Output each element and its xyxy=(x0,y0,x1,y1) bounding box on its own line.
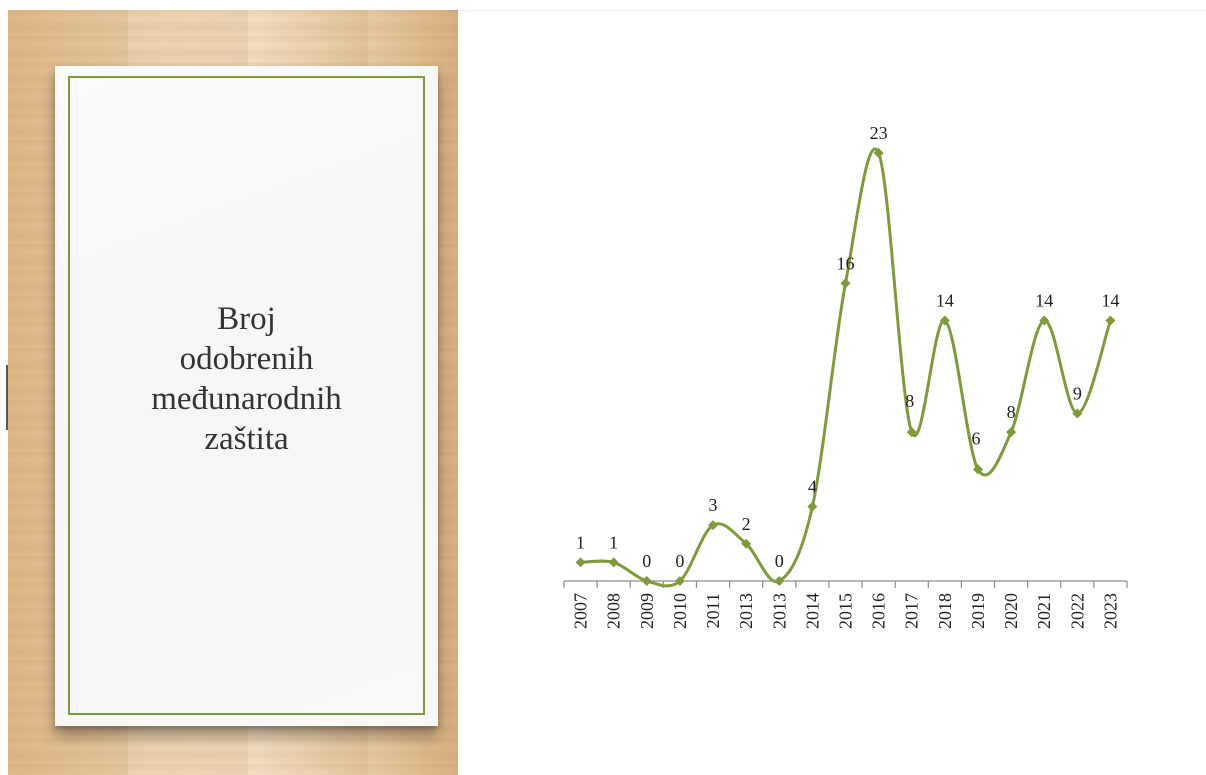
data-label: 23 xyxy=(870,123,888,143)
x-tick-label: 2009 xyxy=(637,593,657,629)
data-label: 16 xyxy=(837,253,855,273)
x-tick-label: 2007 xyxy=(571,593,591,629)
data-point-marker xyxy=(841,278,851,288)
x-tick-label: 2023 xyxy=(1100,593,1120,629)
data-label: 2 xyxy=(742,514,751,534)
data-label: 14 xyxy=(1035,290,1053,310)
data-point-marker xyxy=(1105,315,1115,325)
x-tick-label: 2013 xyxy=(736,593,756,629)
data-point-marker xyxy=(576,557,586,567)
data-label: 14 xyxy=(936,290,954,310)
x-tick-label: 2011 xyxy=(703,593,723,628)
x-tick-label: 2021 xyxy=(1034,593,1054,629)
data-label: 6 xyxy=(971,428,980,448)
x-tick-label: 2016 xyxy=(869,593,889,629)
data-label: 3 xyxy=(709,495,718,515)
data-label: 8 xyxy=(1007,402,1016,422)
data-point-marker xyxy=(807,502,817,512)
data-label: 8 xyxy=(905,391,914,411)
data-label: 1 xyxy=(609,532,618,552)
data-label: 0 xyxy=(675,551,684,571)
data-point-marker xyxy=(1006,427,1016,437)
data-label: 9 xyxy=(1073,384,1082,404)
x-tick-label: 2015 xyxy=(836,593,856,629)
x-tick-label: 2018 xyxy=(935,593,955,629)
data-label: 0 xyxy=(642,551,651,571)
x-tick-label: 2020 xyxy=(1001,593,1021,629)
data-label: 4 xyxy=(808,477,817,497)
series-line xyxy=(581,149,1111,586)
data-point-marker xyxy=(642,576,652,586)
x-tick-label: 2022 xyxy=(1067,593,1087,629)
x-tick-label: 2014 xyxy=(802,593,822,629)
data-label: 1 xyxy=(576,532,585,552)
data-label: 14 xyxy=(1101,290,1119,310)
data-label: 0 xyxy=(775,551,784,571)
data-point-marker xyxy=(609,557,619,567)
x-tick-label: 2019 xyxy=(968,593,988,629)
x-tick-label: 2017 xyxy=(902,593,922,629)
x-tick-label: 2010 xyxy=(670,593,690,629)
x-tick-label: 2008 xyxy=(604,593,624,629)
x-tick-label: 2013 xyxy=(769,593,789,629)
